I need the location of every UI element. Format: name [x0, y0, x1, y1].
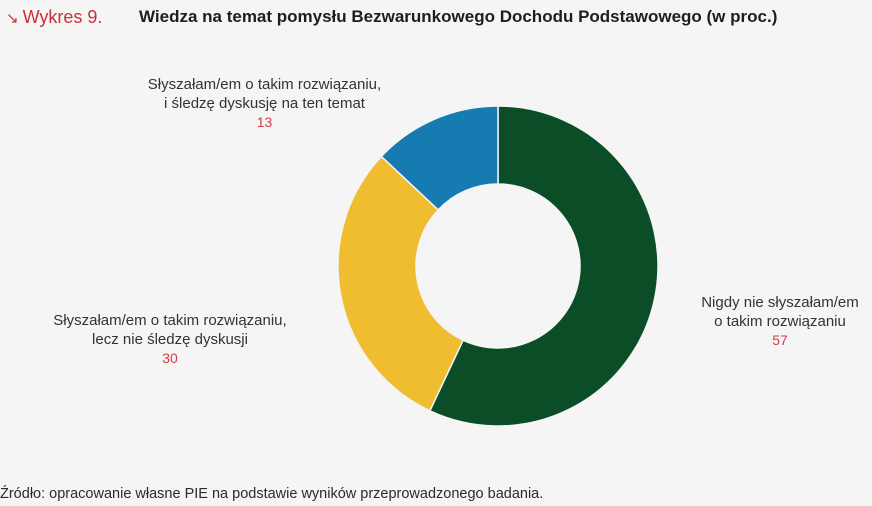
source-note: Źródło: opracowanie własne PIE na podsta… [0, 486, 544, 502]
donut-slice-never-heard [428, 105, 659, 427]
slice-label-text: o takim rozwiązaniu [714, 313, 846, 330]
chart-number-text: Wykres 9. [22, 7, 103, 27]
slice-label-text: Słyszałam/em o takim rozwiązaniu, [147, 76, 382, 93]
slice-label-text: i śledzę dyskusję na ten temat [164, 95, 365, 112]
donut-slice-heard-following [380, 105, 499, 211]
chart-number-label: ↘ Wykres 9. [6, 7, 102, 28]
slice-value: 13 [256, 114, 273, 130]
slice-value: 30 [162, 350, 178, 366]
chart-header: ↘ Wykres 9. Wiedza na temat pomysłu Bezwa… [0, 2, 872, 30]
slice-label-never-heard: Nigdy nie słyszałam/em o takim rozwiązan… [680, 293, 872, 350]
donut-slice-heard-not-following [337, 155, 465, 412]
slice-label-heard-following: Słyszałam/em o takim rozwiązaniu, i śled… [112, 75, 417, 132]
slice-label-heard-not-following: Słyszałam/em o takim rozwiązaniu, lecz n… [20, 311, 320, 368]
chart-title: Wiedza na temat pomysłu Bezwarunkowego D… [139, 7, 778, 26]
arrow-down-right-icon: ↘ [6, 10, 19, 27]
slice-label-text: Słyszałam/em o takim rozwiązaniu, [53, 312, 287, 329]
slice-label-text: Nigdy nie słyszałam/em [701, 294, 859, 311]
slice-label-text: lecz nie śledzę dyskusji [92, 331, 248, 348]
slice-value: 57 [772, 332, 788, 348]
